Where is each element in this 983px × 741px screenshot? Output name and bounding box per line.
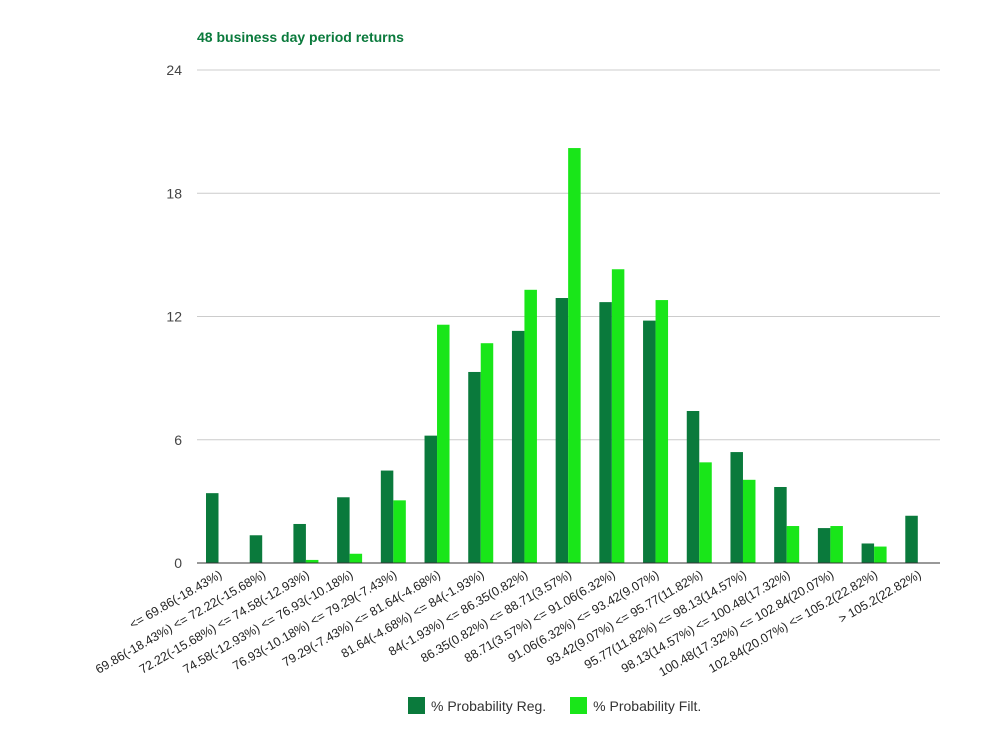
bar-reg bbox=[206, 493, 219, 563]
bar-reg bbox=[555, 298, 569, 563]
bar-reg bbox=[599, 302, 612, 563]
bar-reg bbox=[686, 410, 700, 563]
bar-filt bbox=[742, 479, 756, 563]
y-tick-label: 12 bbox=[166, 309, 182, 325]
bar-filt bbox=[393, 500, 406, 563]
bar-reg bbox=[511, 330, 525, 563]
bar-filt bbox=[611, 269, 625, 563]
bar-filt bbox=[786, 526, 800, 563]
legend-swatch-filt bbox=[570, 697, 588, 714]
legend-label-filt: % Probability Filt. bbox=[593, 697, 702, 714]
bar-reg bbox=[730, 452, 743, 563]
bar-reg bbox=[643, 320, 656, 563]
legend: % Probability Reg. % Probability Filt. bbox=[408, 697, 725, 714]
y-tick-label: 6 bbox=[174, 432, 182, 448]
y-axis-ticks: 0 6 12 18 24 bbox=[166, 62, 182, 571]
chart-title: 48 business day period returns bbox=[197, 29, 404, 45]
y-tick-label: 24 bbox=[166, 62, 182, 78]
bar-reg bbox=[774, 486, 787, 563]
bar-filt bbox=[874, 546, 887, 563]
bar-filt bbox=[480, 343, 494, 563]
bar-reg bbox=[817, 528, 831, 563]
bar-reg bbox=[861, 543, 875, 563]
bar-filt bbox=[568, 148, 581, 563]
bar-reg bbox=[337, 497, 350, 563]
bar-filt bbox=[305, 559, 319, 563]
bars bbox=[206, 148, 918, 563]
legend-swatch-reg bbox=[408, 697, 425, 714]
bar-filt bbox=[524, 289, 537, 563]
legend-label-reg: % Probability Reg. bbox=[431, 697, 547, 714]
y-tick-label: 18 bbox=[166, 185, 182, 201]
legend-item-reg: % Probability Reg. bbox=[408, 697, 546, 714]
bar-reg bbox=[468, 371, 481, 563]
bar-filt bbox=[830, 526, 843, 563]
bar-reg bbox=[249, 535, 263, 563]
y-tick-label: 0 bbox=[174, 555, 182, 571]
bar-filt bbox=[655, 300, 669, 563]
legend-item-filt: % Probability Filt. bbox=[570, 697, 701, 714]
bar-reg bbox=[905, 515, 918, 563]
bar-reg bbox=[293, 523, 306, 563]
bar-filt bbox=[437, 324, 450, 563]
x-axis-ticks: <= 69.86(-18.43%)69.86(-18.43%) <= 72.22… bbox=[93, 567, 923, 679]
bar-filt bbox=[699, 462, 712, 563]
bar-reg bbox=[380, 470, 394, 563]
bar-filt bbox=[349, 553, 363, 563]
bar-reg bbox=[424, 435, 438, 563]
